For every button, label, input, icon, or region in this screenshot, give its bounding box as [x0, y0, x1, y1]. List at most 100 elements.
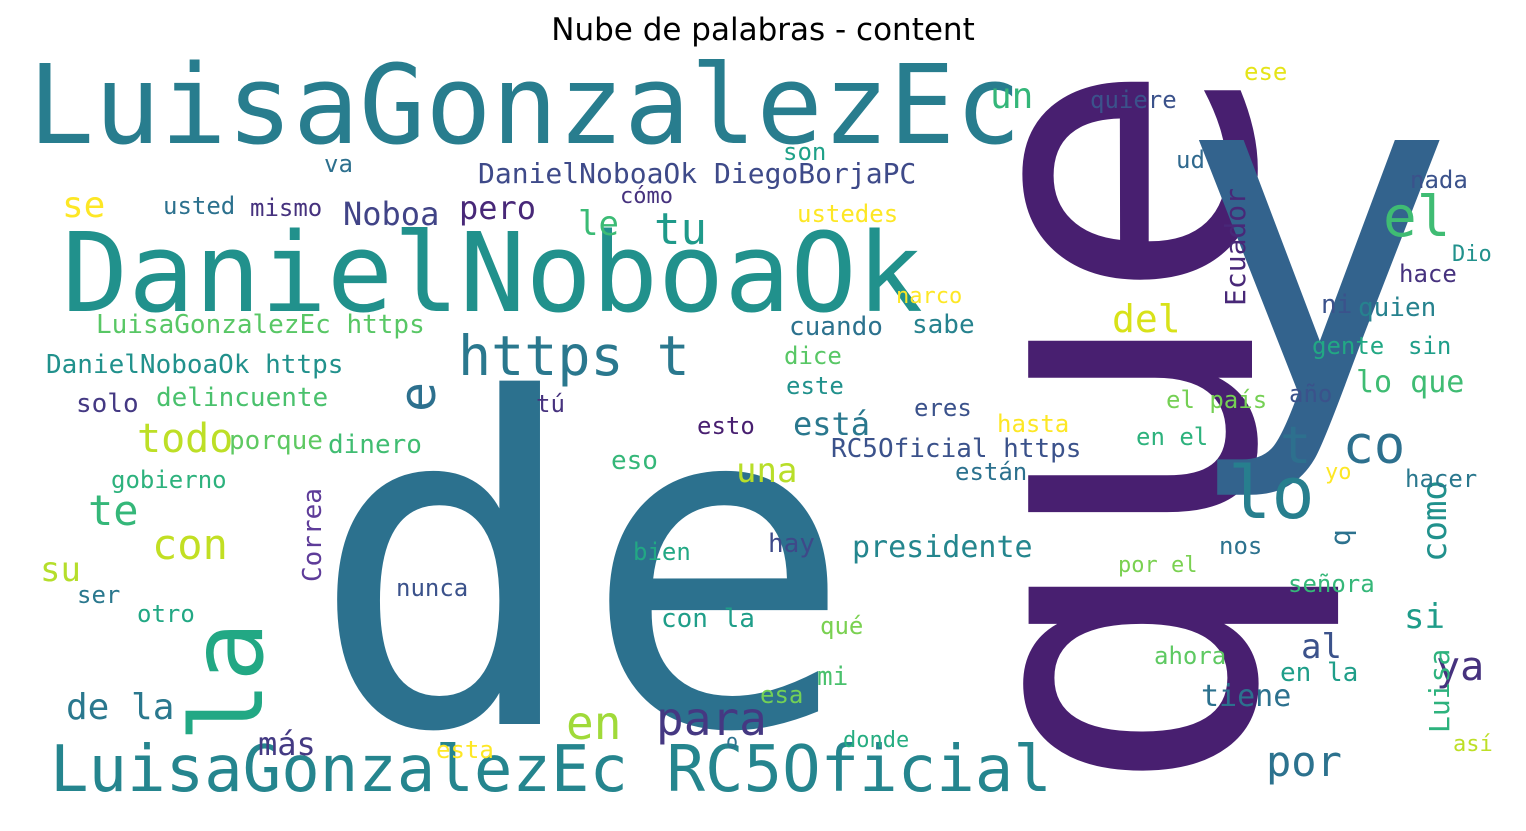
- word-se: se: [62, 185, 106, 226]
- word-por-el: por el: [1118, 553, 1198, 578]
- word-otro: otro: [137, 600, 195, 628]
- word-lo: lo: [1228, 451, 1315, 535]
- word-su: su: [40, 550, 81, 590]
- word-por: por: [1266, 737, 1342, 786]
- word-nos: nos: [1219, 532, 1263, 560]
- word-dinero: dinero: [328, 430, 422, 460]
- word-rc5oficial-https: RC5Oficial https: [831, 434, 1082, 464]
- word-porque: porque: [229, 426, 323, 456]
- word-qué: qué: [820, 612, 864, 640]
- word-luisagonzalezec-rc5oficial: LuisaGonzalezEc RC5Oficial: [50, 733, 1052, 807]
- word-en: en: [566, 696, 622, 750]
- word-tu: tu: [654, 204, 707, 255]
- word-gente: gente: [1312, 332, 1385, 360]
- word-delincuente: delincuente: [156, 383, 329, 413]
- word-dio: Dio: [1452, 242, 1492, 267]
- word-tiene: tiene: [1201, 679, 1292, 714]
- word-la: la: [169, 621, 286, 742]
- word-para: para: [656, 692, 767, 746]
- word-hacer: hacer: [1405, 465, 1478, 493]
- word-de-la: de la: [66, 687, 175, 728]
- word-hay: hay: [768, 529, 815, 559]
- word-danielnoboaok: DanielNoboaOk: [62, 209, 923, 337]
- word-danielnoboaok-diegoborjapc: DanielNoboaOk DiegoBorjaPC: [478, 157, 917, 190]
- word-si: si: [1404, 597, 1445, 637]
- word-nada: nada: [1410, 166, 1468, 194]
- word-ahora: ahora: [1154, 642, 1227, 670]
- word-dice: dice: [784, 342, 842, 370]
- word-luisa: Luisa: [1423, 648, 1456, 733]
- word-un: un: [990, 76, 1034, 117]
- word-t-co: t co: [1280, 416, 1406, 476]
- word-esto: esto: [697, 412, 755, 440]
- word-eres: eres: [914, 394, 972, 422]
- word-el: el: [1383, 185, 1451, 250]
- word-todo: todo: [137, 416, 234, 462]
- word-este: este: [786, 372, 844, 400]
- word-yo: yo: [1325, 460, 1352, 485]
- word-solo: solo: [76, 389, 139, 419]
- word-ya: ya: [1436, 644, 1485, 690]
- word-son: son: [783, 138, 827, 166]
- word-hasta: hasta: [997, 410, 1070, 438]
- word-b: b: [1328, 529, 1361, 546]
- word-luisagonzalezec-https: LuisaGonzalezEc https: [96, 310, 425, 340]
- word-año: año: [1289, 380, 1333, 408]
- word-ser: ser: [77, 581, 121, 609]
- word-esa: esa: [760, 681, 804, 709]
- word-e: e: [389, 381, 447, 412]
- word-ni: ni: [1321, 290, 1353, 320]
- word-noboa: Noboa: [343, 195, 440, 233]
- word-cómo: cómo: [620, 184, 673, 209]
- word-bien: bien: [633, 538, 691, 566]
- word-con: con: [152, 520, 228, 569]
- word-donde: donde: [843, 728, 910, 753]
- word-de: de: [310, 304, 855, 831]
- word-luisagonzalezec: LuisaGonzalezEc: [28, 41, 1022, 169]
- word-ud: ud: [1176, 146, 1205, 174]
- word-danielnoboaok-https: DanielNoboaOk https: [46, 350, 344, 380]
- word-te: te: [88, 486, 139, 535]
- word-ese: ese: [1244, 58, 1288, 86]
- word-está: está: [793, 405, 871, 443]
- chart-title: Nube de palabras - content: [551, 12, 975, 48]
- word-correa: Correa: [298, 488, 328, 582]
- word-en-el: en el: [1136, 423, 1209, 451]
- word-una: una: [736, 451, 798, 491]
- word-eso: eso: [611, 446, 658, 476]
- word-el-país: el país: [1166, 386, 1268, 414]
- word-esta: esta: [436, 736, 494, 764]
- word-quien: quien: [1358, 293, 1437, 323]
- word-va: va: [324, 150, 353, 178]
- word-le: le: [578, 204, 619, 244]
- word-presidente: presidente: [852, 530, 1033, 565]
- word-y: y: [1175, 0, 1458, 508]
- word-narco: narco: [896, 284, 963, 309]
- word-https-t: https t: [458, 324, 690, 388]
- word-más: más: [258, 725, 316, 763]
- word-al: al: [1301, 627, 1342, 667]
- word-mi: mi: [817, 662, 849, 692]
- word-mismo: mismo: [250, 194, 323, 222]
- word-hace: hace: [1399, 260, 1457, 288]
- word-o: o: [726, 729, 739, 753]
- word-con-la: con la: [661, 604, 755, 634]
- word-en-la: en la: [1280, 658, 1359, 688]
- word-del: del: [1112, 297, 1181, 341]
- word-están: están: [955, 458, 1028, 486]
- word-nunca: nunca: [396, 574, 469, 602]
- word-sin: sin: [1408, 332, 1452, 360]
- word-cuando: cuando: [789, 312, 883, 342]
- word-sabe: sabe: [912, 310, 975, 340]
- word-así: así: [1453, 732, 1493, 757]
- word-quiere: quiere: [1090, 86, 1177, 114]
- word-señora: señora: [1288, 570, 1375, 598]
- word-ecuador: Ecuador: [1219, 187, 1252, 306]
- word-lo-que: lo que: [1356, 365, 1465, 400]
- word-gobierno: gobierno: [111, 466, 227, 494]
- word-tú: tú: [536, 390, 565, 418]
- word-pero: pero: [459, 189, 537, 227]
- word-usted: usted: [163, 192, 236, 220]
- word-ustedes: ustedes: [797, 200, 899, 228]
